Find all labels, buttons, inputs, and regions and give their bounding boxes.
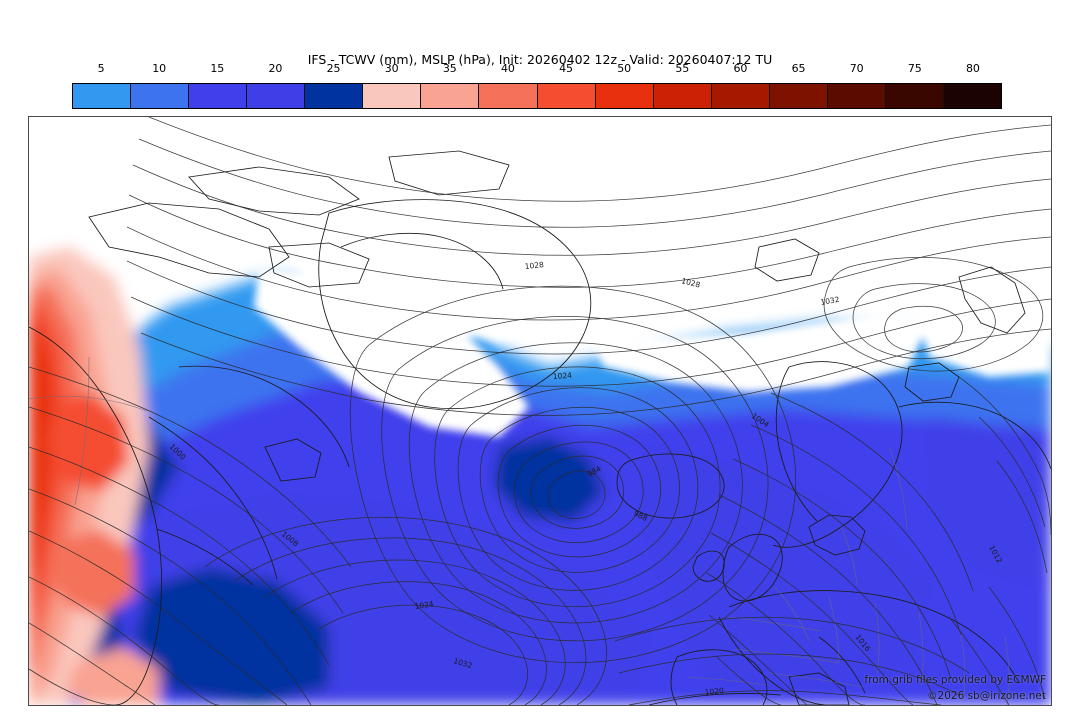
colorbar-segment-70 xyxy=(827,84,886,108)
colorbar-tick-10: 10 xyxy=(152,62,167,75)
colorbar-segment-40 xyxy=(479,84,538,108)
colorbar-segment-10 xyxy=(131,84,190,108)
colorbar-tick-80: 80 xyxy=(965,62,980,75)
colorbar-segment-55 xyxy=(653,84,712,108)
page-title: IFS - TCWV (mm), MSLP (hPa), Init: 20260… xyxy=(307,52,773,67)
colorbar-tick-70: 70 xyxy=(849,62,864,75)
colorbar-tick-75: 75 xyxy=(907,62,922,75)
svg-text:1024: 1024 xyxy=(553,371,573,381)
colorbar-segment-15 xyxy=(189,84,248,108)
attribution-source: from grib files provided by ECMWF xyxy=(864,674,1046,686)
colorbar-segment-50 xyxy=(595,84,654,108)
svg-text:1032: 1032 xyxy=(820,295,841,307)
colorbar-tick-65: 65 xyxy=(791,62,806,75)
colorbar-segment-65 xyxy=(769,84,828,108)
colorbar-tick-labels: 5 10 15 20 25 30 35 40 45 50 55 60 65 70 75 80 xyxy=(72,62,1002,80)
colorbar-segment-30 xyxy=(363,84,422,108)
colorbar-tick-15: 15 xyxy=(210,62,225,75)
colorbar-tick-55: 55 xyxy=(675,62,690,75)
map-canvas[interactable]: 1028 1028 1032 1024 984 988 1024 1032 10… xyxy=(28,116,1052,706)
colorbar-segment-20 xyxy=(247,84,306,108)
colorbar-tick-50: 50 xyxy=(617,62,632,75)
colorbar-segment-75 xyxy=(885,84,944,108)
colorbar-tick-25: 25 xyxy=(326,62,341,75)
colorbar-segment-60 xyxy=(711,84,770,108)
tcwv-shading-layer: 1028 1028 1032 1024 984 988 1024 1032 10… xyxy=(29,117,1051,705)
svg-text:1024: 1024 xyxy=(414,599,434,611)
colorbar-tick-5: 5 xyxy=(97,62,105,75)
colorbar-tick-35: 35 xyxy=(442,62,457,75)
attribution-copyright: ©2026 sb@irizone.net xyxy=(927,690,1046,702)
isobar-layer xyxy=(29,117,1051,705)
colorbar-segment-45 xyxy=(537,84,596,108)
colorbar-segment-35 xyxy=(421,84,480,108)
colorbar-gradient xyxy=(72,83,1002,109)
colorbar-tick-60: 60 xyxy=(733,62,748,75)
svg-text:1020: 1020 xyxy=(704,686,724,697)
colorbar-tick-30: 30 xyxy=(384,62,399,75)
colorbar: 5 10 15 20 25 30 35 40 45 50 55 60 65 70 75 80 xyxy=(72,62,1002,110)
colorbar-segment-25 xyxy=(305,84,364,108)
svg-text:1028: 1028 xyxy=(524,260,544,271)
colorbar-segment-80 xyxy=(943,84,1001,108)
colorbar-segment-5 xyxy=(73,84,132,108)
colorbar-tick-40: 40 xyxy=(500,62,515,75)
colorbar-tick-20: 20 xyxy=(268,62,283,75)
map-svg: 1028 1028 1032 1024 984 988 1024 1032 10… xyxy=(29,117,1051,705)
colorbar-tick-45: 45 xyxy=(559,62,574,75)
